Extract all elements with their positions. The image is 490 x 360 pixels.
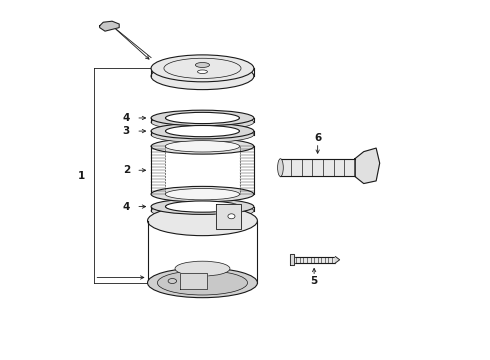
Polygon shape: [280, 159, 355, 176]
Ellipse shape: [151, 123, 254, 139]
Ellipse shape: [168, 279, 176, 283]
Ellipse shape: [151, 139, 254, 154]
Ellipse shape: [151, 114, 254, 130]
Ellipse shape: [166, 201, 240, 212]
Ellipse shape: [151, 110, 254, 126]
Text: 4: 4: [122, 202, 130, 212]
Polygon shape: [293, 257, 335, 263]
Text: 4: 4: [122, 113, 130, 123]
Polygon shape: [99, 21, 119, 31]
Ellipse shape: [228, 214, 235, 219]
Ellipse shape: [165, 189, 240, 200]
Ellipse shape: [166, 112, 240, 123]
Ellipse shape: [278, 159, 283, 176]
Polygon shape: [290, 254, 294, 265]
Text: 6: 6: [314, 133, 321, 143]
Polygon shape: [355, 148, 380, 184]
Text: 3: 3: [122, 126, 130, 136]
Ellipse shape: [147, 268, 257, 298]
Ellipse shape: [151, 186, 254, 202]
Ellipse shape: [166, 126, 240, 137]
Text: 5: 5: [311, 276, 318, 286]
Ellipse shape: [157, 271, 247, 295]
Polygon shape: [216, 204, 241, 229]
Ellipse shape: [197, 70, 207, 73]
Ellipse shape: [164, 58, 241, 78]
Ellipse shape: [151, 199, 254, 215]
Polygon shape: [335, 257, 340, 263]
Ellipse shape: [151, 55, 254, 82]
Ellipse shape: [151, 127, 254, 143]
Ellipse shape: [147, 206, 257, 236]
Text: 1: 1: [77, 171, 85, 181]
Polygon shape: [180, 273, 207, 289]
Ellipse shape: [175, 261, 230, 276]
Ellipse shape: [165, 141, 240, 152]
Text: 2: 2: [122, 165, 130, 175]
Ellipse shape: [151, 203, 254, 219]
Ellipse shape: [151, 63, 254, 90]
Ellipse shape: [196, 63, 210, 67]
